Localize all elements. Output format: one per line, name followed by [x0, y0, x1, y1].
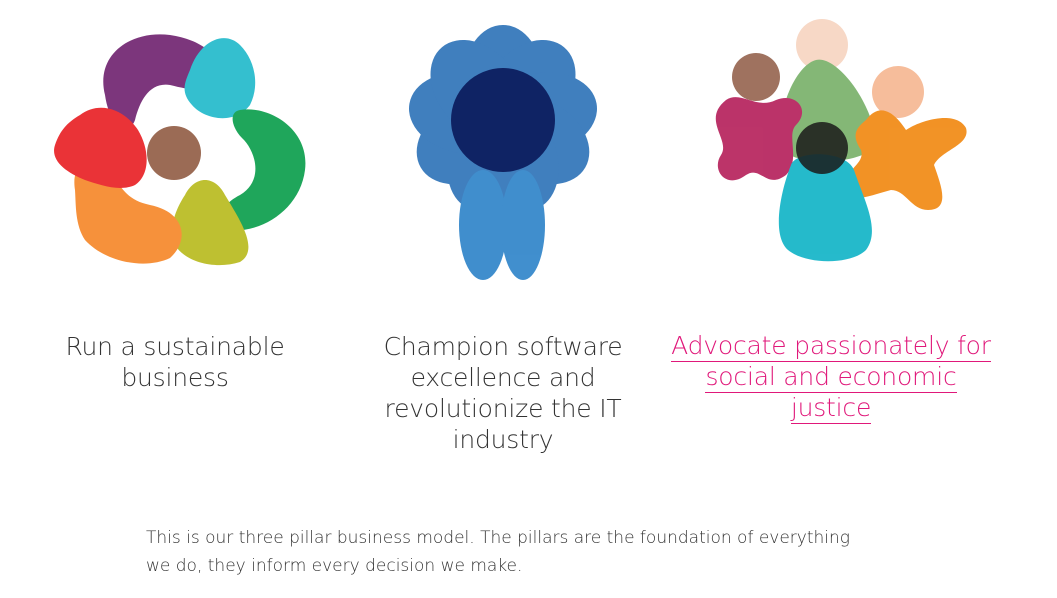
pillar-sustainable-business: Run a sustainable business	[10, 0, 340, 470]
pillar-software-excellence: Champion software excellence and revolut…	[338, 0, 668, 470]
pillar-title-link[interactable]: Advocate passionately for social and eco…	[666, 330, 996, 424]
business-model-description: This is our three pillar business model.…	[146, 528, 850, 576]
group-of-colorful-figures-icon	[715, 19, 967, 262]
colorful-circle-of-blobs-icon	[54, 34, 306, 266]
pillar-title: Champion software excellence and revolut…	[383, 332, 623, 454]
social-justice-link[interactable]: Advocate passionately for social and eco…	[671, 331, 991, 424]
blue-flower-figure-icon	[408, 25, 598, 280]
pillar-social-justice: Advocate passionately for social and eco…	[666, 0, 996, 470]
three-pillars-section: Run a sustainable business Champion soft…	[10, 0, 996, 470]
pillar-title: Run a sustainable business	[65, 332, 285, 392]
